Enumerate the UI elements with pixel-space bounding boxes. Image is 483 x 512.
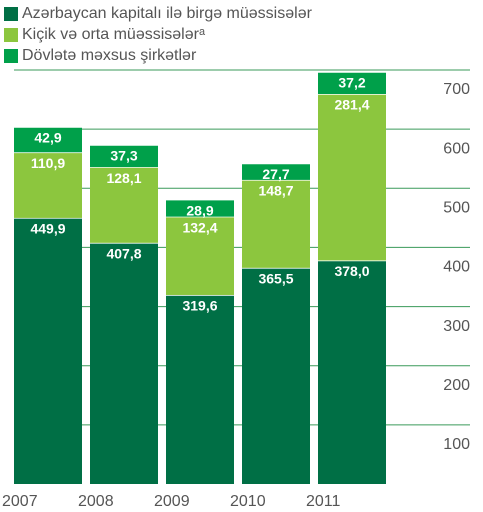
value-label: 148,7 <box>258 183 293 199</box>
bar-segment <box>90 144 158 168</box>
y-tick-label: 700 <box>443 81 470 98</box>
y-tick-label: 200 <box>443 377 470 394</box>
legend-label: Dövlətə məxsus şirkətlər <box>22 47 197 64</box>
value-label: 128,1 <box>106 170 141 186</box>
bar-segment <box>166 216 234 295</box>
value-label: 407,8 <box>106 246 141 262</box>
bar-segment <box>166 199 234 217</box>
legend-swatch <box>4 7 18 21</box>
y-tick-label: 100 <box>443 436 470 453</box>
x-tick-label: 2009 <box>154 493 190 510</box>
bar-segment <box>14 126 82 153</box>
value-label: 132,4 <box>182 219 217 235</box>
y-tick-label: 300 <box>443 318 470 335</box>
value-label: 281,4 <box>334 97 369 113</box>
value-label: 27,7 <box>262 166 289 182</box>
legend-swatch <box>4 28 18 42</box>
bar-segment <box>90 167 158 243</box>
value-label: 28,9 <box>186 202 213 218</box>
legend-swatch <box>4 49 18 63</box>
value-label: 110,9 <box>31 155 65 171</box>
value-label: 37,3 <box>110 148 137 164</box>
x-tick-label: 2008 <box>78 493 114 510</box>
x-tick-label: 2011 <box>306 493 341 510</box>
y-tick-label: 400 <box>443 259 470 276</box>
bar-segment <box>166 294 234 484</box>
value-label: 42,9 <box>34 130 61 146</box>
value-label: 378,0 <box>334 263 369 279</box>
bar-segment <box>318 94 386 261</box>
value-label: 365,5 <box>258 271 293 287</box>
value-label: 449,9 <box>30 221 65 237</box>
bar-segment <box>14 217 82 484</box>
x-tick-label: 2010 <box>230 493 266 510</box>
bar-segment <box>90 242 158 484</box>
bar-segment <box>14 152 82 218</box>
bar-segment <box>242 179 310 268</box>
legend-label: Kiçik və orta müəssisələrᵃ <box>22 26 206 43</box>
value-label: 37,2 <box>338 75 365 91</box>
value-label: 319,6 <box>182 298 217 314</box>
bar-segment <box>318 260 386 484</box>
bar-segment <box>318 72 386 95</box>
bar-segment <box>242 163 310 180</box>
bar-segment <box>242 267 310 484</box>
legend-label: Azərbaycan kapitalı ilə birgə müəssisələ… <box>22 5 313 22</box>
x-tick-label: 2007 <box>2 493 38 510</box>
y-tick-label: 500 <box>443 200 470 217</box>
y-tick-label: 600 <box>443 140 470 157</box>
